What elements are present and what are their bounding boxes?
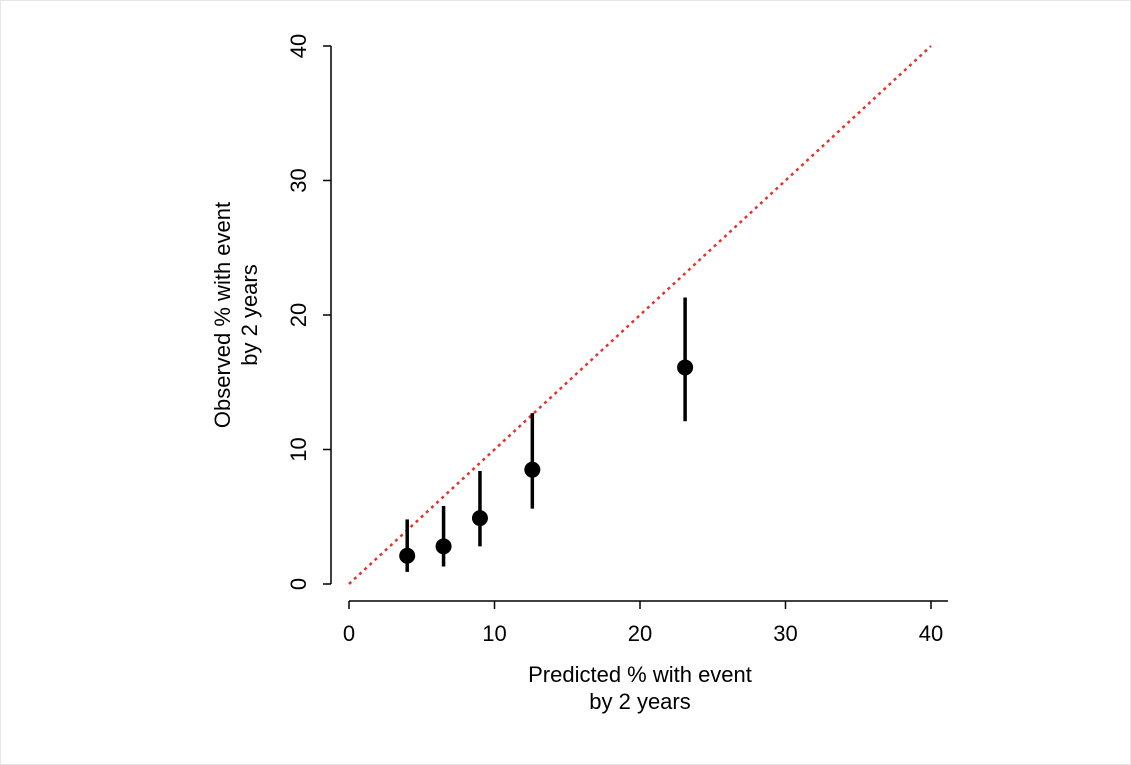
point (677, 359, 694, 376)
y-tick-label: 20 (286, 303, 311, 327)
x-axis-title: by 2 years (589, 689, 691, 714)
x-axis-title: Predicted % with event (528, 662, 752, 687)
x-tick-label: 20 (628, 621, 652, 646)
y-tick-label: 40 (286, 34, 311, 58)
point (524, 461, 541, 478)
y-axis-title: Observed % with event (210, 202, 235, 428)
y-tick-label: 0 (286, 578, 311, 590)
reference-line (348, 45, 932, 585)
point (471, 510, 488, 527)
y-axis-title: by 2 years (237, 264, 262, 366)
point (399, 547, 416, 564)
x-tick-label: 30 (773, 621, 797, 646)
y-tick-label: 30 (286, 168, 311, 192)
point (435, 538, 452, 555)
x-tick-label: 40 (919, 621, 943, 646)
x-tick-label: 0 (343, 621, 355, 646)
y-tick-label: 10 (286, 437, 311, 461)
x-tick-label: 10 (482, 621, 506, 646)
